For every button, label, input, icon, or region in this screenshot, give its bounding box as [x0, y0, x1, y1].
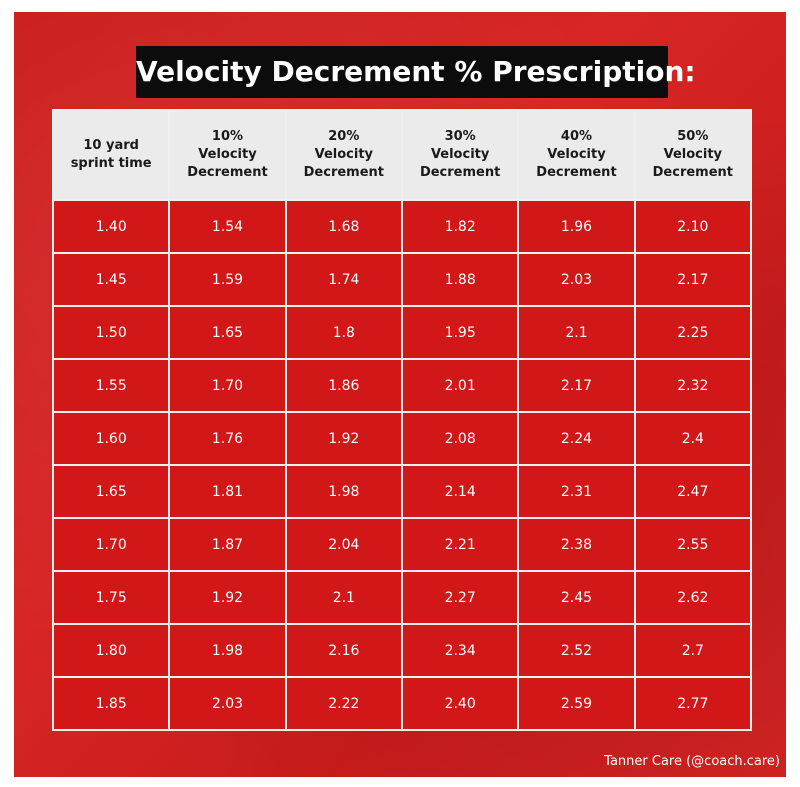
table-cell: 2.01: [400, 358, 520, 413]
author-credit: Tanner Care (@coach.care): [604, 754, 780, 769]
table-cell: 2.62: [633, 570, 753, 625]
table-cell: 2.1: [284, 570, 403, 625]
header-sprint-time: 10 yard sprint time: [51, 109, 171, 201]
table-cell: 1.82: [400, 199, 520, 254]
table-row: 1.60 1.76 1.92 2.08 2.24 2.4: [51, 411, 753, 466]
header-line: 50%: [677, 129, 709, 144]
table-row: 1.45 1.59 1.74 1.88 2.03 2.17: [51, 252, 753, 307]
table-row: 1.55 1.70 1.86 2.01 2.17 2.32: [51, 358, 753, 413]
table-cell: 2.17: [633, 252, 753, 307]
table-cell: 2.03: [517, 252, 636, 307]
table-cell: 1.68: [284, 199, 403, 254]
table-cell: 1.50: [51, 305, 171, 360]
header-line: 40%: [560, 129, 593, 144]
table-cell: 1.98: [168, 623, 287, 678]
table-cell: 1.70: [168, 358, 287, 413]
table-cell: 1.45: [51, 252, 171, 307]
poster: Velocity Decrement % Prescription: 10 ya…: [14, 12, 786, 777]
table-cell: 1.80: [51, 623, 171, 678]
header-line: 10 yard: [83, 138, 139, 153]
table-cell: 1.87: [168, 517, 287, 572]
header-line: Decrement: [536, 165, 617, 180]
header-line: 20%: [328, 129, 360, 144]
header-10-percent: 10% Velocity Decrement: [168, 109, 287, 201]
table-row: 1.50 1.65 1.8 1.95 2.1 2.25: [51, 305, 753, 360]
table-cell: 2.03: [168, 676, 287, 731]
table-cell: 2.52: [517, 623, 636, 678]
header-line: Decrement: [652, 165, 733, 180]
header-line: Velocity: [663, 147, 723, 162]
table-cell: 2.59: [517, 676, 636, 731]
table-cell: 2.34: [400, 623, 520, 678]
header-20-percent: 20% Velocity Decrement: [284, 109, 403, 201]
table-cell: 1.65: [168, 305, 287, 360]
table-cell: 1.81: [168, 464, 287, 519]
header-row: 10 yard sprint time 10% Velocity Decreme…: [51, 109, 753, 201]
table-cell: 2.4: [633, 411, 753, 466]
header-line: Velocity: [314, 147, 374, 162]
table-cell: 2.22: [284, 676, 403, 731]
table-row: 1.65 1.81 1.98 2.14 2.31 2.47: [51, 464, 753, 519]
table-cell: 2.27: [400, 570, 520, 625]
header-line: Decrement: [187, 165, 268, 180]
table-cell: 2.14: [400, 464, 520, 519]
header-line: Decrement: [419, 165, 501, 180]
table-cell: 1.59: [168, 252, 287, 307]
table-cell: 2.45: [517, 570, 636, 625]
table-cell: 2.24: [517, 411, 636, 466]
table-cell: 1.88: [400, 252, 520, 307]
table-cell: 1.70: [51, 517, 171, 572]
table-cell: 2.04: [284, 517, 403, 572]
table-cell: 1.74: [284, 252, 403, 307]
header-line: Velocity: [198, 147, 257, 162]
table-cell: 1.65: [51, 464, 171, 519]
table-cell: 1.98: [284, 464, 403, 519]
table-cell: 1.92: [168, 570, 287, 625]
table-cell: 1.8: [284, 305, 403, 360]
table-row: 1.85 2.03 2.22 2.40 2.59 2.77: [51, 676, 753, 731]
header-line: 30%: [444, 129, 476, 144]
table-cell: 2.47: [633, 464, 753, 519]
table-cell: 2.25: [633, 305, 753, 360]
table-cell: 1.40: [51, 199, 171, 254]
table-cell: 1.55: [51, 358, 171, 413]
table-cell: 2.21: [400, 517, 520, 572]
header-line: sprint time: [70, 156, 152, 171]
table-cell: 2.40: [400, 676, 520, 731]
table-cell: 2.31: [517, 464, 636, 519]
table-cell: 2.1: [517, 305, 636, 360]
table-cell: 1.95: [400, 305, 520, 360]
table-cell: 1.76: [168, 411, 287, 466]
table-cell: 1.54: [168, 199, 287, 254]
table-cell: 2.08: [400, 411, 520, 466]
table-cell: 2.38: [517, 517, 636, 572]
table-cell: 2.55: [633, 517, 753, 572]
table-cell: 2.77: [633, 676, 753, 731]
page-title: Velocity Decrement % Prescription:: [136, 46, 696, 98]
header-line: 10%: [211, 129, 244, 144]
table-cell: 1.96: [517, 199, 636, 254]
table-row: 1.40 1.54 1.68 1.82 1.96 2.10: [51, 199, 753, 254]
table-row: 1.80 1.98 2.16 2.34 2.52 2.7: [51, 623, 753, 678]
table-cell: 2.17: [517, 358, 636, 413]
table-cell: 2.32: [633, 358, 753, 413]
table-cell: 1.86: [284, 358, 403, 413]
header-line: Decrement: [303, 165, 384, 180]
table-cell: 2.10: [633, 199, 753, 254]
header-line: Velocity: [547, 147, 606, 162]
velocity-table: 10 yard sprint time 10% Velocity Decreme…: [51, 109, 753, 731]
table-cell: 2.16: [284, 623, 403, 678]
table-cell: 1.75: [51, 570, 171, 625]
header-40-percent: 40% Velocity Decrement: [517, 109, 636, 201]
header-line: Velocity: [430, 147, 490, 162]
table-row: 1.75 1.92 2.1 2.27 2.45 2.62: [51, 570, 753, 625]
table-cell: 1.92: [284, 411, 403, 466]
table-row: 1.70 1.87 2.04 2.21 2.38 2.55: [51, 517, 753, 572]
table-cell: 2.7: [633, 623, 753, 678]
table-cell: 1.85: [51, 676, 171, 731]
header-30-percent: 30% Velocity Decrement: [400, 109, 520, 201]
header-50-percent: 50% Velocity Decrement: [633, 109, 753, 201]
table-cell: 1.60: [51, 411, 171, 466]
